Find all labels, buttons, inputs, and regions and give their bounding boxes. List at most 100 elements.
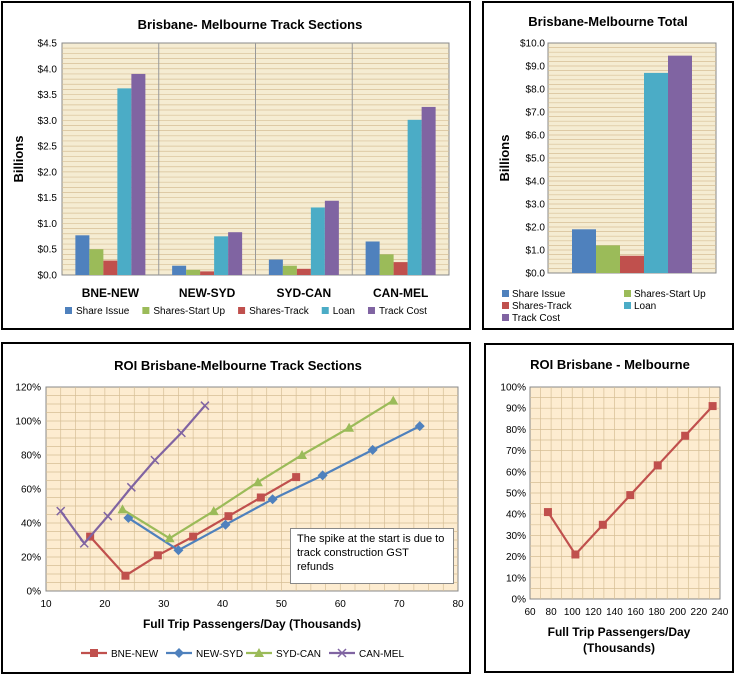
bar-loan-new-syd <box>214 236 229 275</box>
x-axis-label: Full Trip Passengers/Day (Thousands) <box>143 617 361 631</box>
y-tick-label: 10% <box>506 573 526 584</box>
data-point-bne-new <box>153 551 162 560</box>
x-tick-label: 30 <box>158 599 170 610</box>
x-tick-label: CAN-MEL <box>373 286 428 300</box>
bar-loan-bne-new <box>117 88 132 275</box>
y-tick-label: $3.0 <box>526 200 546 211</box>
data-point-syd-can <box>208 506 219 516</box>
chart-title: Brisbane-Melbourne Total <box>528 14 687 29</box>
data-point-roi <box>543 508 552 517</box>
legend-label: Track Cost <box>379 306 427 317</box>
x-tick-label: 70 <box>394 599 406 610</box>
bar-track-cost <box>668 55 692 274</box>
legend-label: Shares-Track <box>249 306 310 317</box>
legend-label: BNE-NEW <box>111 649 159 660</box>
y-tick-label: $9.0 <box>526 62 546 73</box>
bar-shares-start-up-bne-new <box>89 249 104 275</box>
y-tick-label: $2.0 <box>526 223 546 234</box>
bar-share-issue <box>572 229 596 273</box>
y-tick-label: 20% <box>506 552 526 563</box>
chart-roi-total: ROI Brisbane - Melbourne 0% 10% 20% 30% 40% 50… <box>500 357 729 655</box>
chart-title: ROI Brisbane-Melbourne Track Sections <box>114 358 362 373</box>
data-point-roi <box>598 520 607 529</box>
legend-label: Loan <box>634 301 656 312</box>
legend-label: Shares-Track <box>512 301 573 312</box>
chart-panel-track-sections: Brisbane- Melbourne Track Sections $0.0 $0… <box>1 1 471 330</box>
y-tick-label: 40% <box>506 510 526 521</box>
bar-share-issue-new-syd <box>172 265 187 275</box>
chart-total: Brisbane-Melbourne Total $0.0 $1.0 $2.0 $3.0… <box>497 14 717 324</box>
data-point-bne-new <box>224 512 233 521</box>
y-tick-label: 0% <box>512 595 527 606</box>
data-point-new-syd <box>220 519 231 530</box>
data-point-new-syd <box>173 545 184 556</box>
y-tick-label: $4.0 <box>38 64 58 75</box>
y-tick-label: $7.0 <box>526 108 546 119</box>
data-point-syd-can <box>252 477 263 487</box>
y-tick-label: 50% <box>506 489 526 500</box>
bar-share-issue-bne-new <box>75 235 90 275</box>
legend-label: Share Issue <box>512 289 566 300</box>
legend-swatch <box>624 302 631 309</box>
legend-marker <box>90 649 98 657</box>
y-tick-label: $8.0 <box>526 85 546 96</box>
data-point-syd-can <box>164 533 175 543</box>
x-tick-label: 80 <box>452 599 464 610</box>
bar-shares-track-bne-new <box>103 260 118 275</box>
x-tick-label: 240 <box>712 607 729 618</box>
x-tick-label: 220 <box>691 607 708 618</box>
x-tick-label: 200 <box>669 607 686 618</box>
data-point-bne-new <box>121 571 130 580</box>
data-point-can-mel <box>176 428 186 438</box>
bar-shares-start-up <box>596 245 620 273</box>
y-tick-label: $3.0 <box>38 116 58 127</box>
data-point-roi <box>653 461 662 470</box>
data-point-syd-can <box>344 422 355 432</box>
data-point-new-syd <box>414 421 425 432</box>
legend-label: NEW-SYD <box>196 649 243 660</box>
bar-shares-track <box>620 255 644 273</box>
y-tick-label: $2.0 <box>38 167 58 178</box>
chart-roi-sections: ROI Brisbane-Melbourne Track Sections 0% 2… <box>15 358 464 660</box>
y-tick-label: $3.5 <box>38 90 58 101</box>
y-tick-label: 80% <box>506 425 526 436</box>
x-tick-label: 160 <box>627 607 644 618</box>
bar-track-cost-bne-new <box>131 73 146 275</box>
bar-shares-start-up-new-syd <box>186 269 201 275</box>
x-tick-label: 50 <box>276 599 288 610</box>
y-tick-label: $1.0 <box>526 246 546 257</box>
data-point-bne-new <box>189 532 198 541</box>
y-tick-label: 120% <box>15 383 41 394</box>
chart-panel-roi-total: ROI Brisbane - Melbourne 0% 10% 20% 30% 40% 50… <box>484 343 734 673</box>
legend-label: CAN-MEL <box>359 649 404 660</box>
bar-shares-track-new-syd <box>200 271 215 275</box>
chart-annotation: The spike at the start is due to track c… <box>290 528 454 584</box>
data-point-syd-can <box>117 504 128 514</box>
data-point-can-mel <box>150 455 160 465</box>
legend-label: Share Issue <box>76 306 130 317</box>
x-tick-label: 140 <box>606 607 623 618</box>
data-point-roi <box>626 491 635 500</box>
legend-swatch <box>321 307 329 314</box>
y-tick-label: 0% <box>27 587 42 598</box>
legend-swatch <box>502 302 509 309</box>
data-point-can-mel <box>103 511 113 521</box>
legend-label: Loan <box>333 306 355 317</box>
y-tick-label: $1.5 <box>38 193 58 204</box>
bar-shares-start-up-syd-can <box>282 265 297 275</box>
y-tick-label: $0.0 <box>38 271 58 282</box>
y-tick-label: 100% <box>15 417 41 428</box>
bar-track-cost-syd-can <box>324 200 339 275</box>
bar-track-cost-can-mel <box>421 106 436 275</box>
legend-label: Shares-Start Up <box>153 306 225 317</box>
y-tick-label: 70% <box>506 446 526 457</box>
legend-label: SYD-CAN <box>276 649 321 660</box>
legend-swatch <box>65 307 72 314</box>
x-tick-label: SYD-CAN <box>277 286 332 300</box>
legend-swatch <box>238 307 246 314</box>
y-tick-label: $0.5 <box>38 245 58 256</box>
legend-marker <box>254 648 264 657</box>
legend-swatch <box>142 307 150 314</box>
y-tick-label: $2.5 <box>38 142 58 153</box>
y-tick-label: 90% <box>506 404 526 415</box>
